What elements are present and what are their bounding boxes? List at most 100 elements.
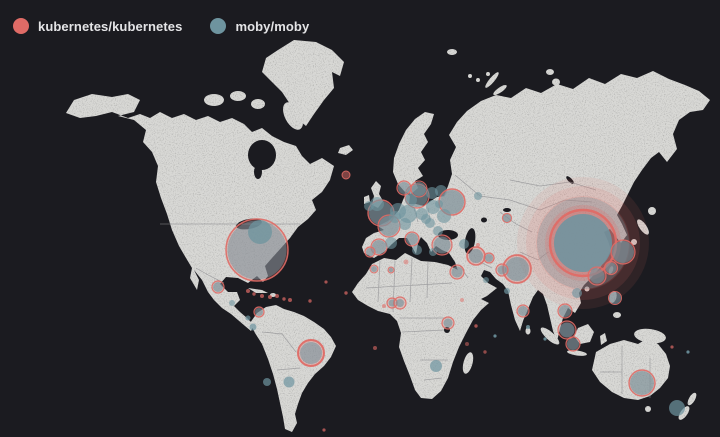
map-bubble-kubernetes[interactable]: [403, 259, 409, 265]
landmass-tasmania: [645, 406, 651, 412]
map-bubble-moby[interactable]: [589, 268, 605, 284]
map-bubble-moby[interactable]: [459, 239, 469, 249]
map-bubble-moby[interactable]: [543, 337, 547, 341]
map-bubble-kubernetes[interactable]: [483, 350, 487, 354]
map-bubble-moby[interactable]: [405, 194, 417, 206]
landmass-baffin: [283, 102, 303, 130]
map-bubble-kubernetes[interactable]: [373, 346, 377, 350]
map-bubble-moby[interactable]: [227, 220, 287, 280]
map-bubble-kubernetes[interactable]: [246, 289, 250, 293]
landmass-severnaya-zemlya: [546, 69, 554, 75]
map-bubble-moby[interactable]: [398, 182, 410, 194]
map-bubble-moby[interactable]: [229, 300, 235, 306]
map-bubble-moby[interactable]: [526, 325, 530, 329]
map-bubble-moby[interactable]: [372, 240, 386, 254]
map-bubble-moby[interactable]: [554, 214, 612, 272]
map-bubble-kubernetes[interactable]: [322, 428, 326, 432]
map-bubble-kubernetes[interactable]: [268, 295, 272, 299]
map-bubble-kubernetes[interactable]: [382, 304, 386, 308]
map-bubble-moby[interactable]: [451, 266, 463, 278]
landmass-new-zealand: [687, 392, 697, 406]
map-bubble-moby[interactable]: [518, 306, 528, 316]
map-bubble-moby[interactable]: [213, 282, 223, 292]
map-bubble-moby[interactable]: [371, 266, 377, 272]
landmass-novaya-zemlya: [493, 84, 507, 96]
map-bubble-moby[interactable]: [559, 305, 571, 317]
map-bubble-moby[interactable]: [399, 218, 411, 230]
landmass-greenland: [262, 40, 344, 126]
map-bubble-kubernetes[interactable]: [324, 280, 328, 284]
map-bubble-moby[interactable]: [559, 322, 575, 338]
map-bubble-moby[interactable]: [412, 182, 426, 196]
map-bubble-moby[interactable]: [469, 249, 483, 263]
map-bubble-moby[interactable]: [366, 248, 374, 256]
landmass-honshu: [637, 219, 649, 235]
landmass-new-zealand: [678, 406, 690, 420]
map-bubble-kubernetes[interactable]: [476, 243, 480, 247]
map-bubble-moby[interactable]: [485, 254, 493, 262]
map-bubble-moby[interactable]: [669, 400, 685, 416]
map-bubble-moby[interactable]: [493, 334, 497, 338]
bubble-layer[interactable]: [211, 170, 690, 432]
map-bubble-moby[interactable]: [497, 265, 507, 275]
landmass-novaya-zemlya: [485, 72, 499, 88]
map-bubble-kubernetes[interactable]: [260, 294, 264, 298]
map-bubble-moby[interactable]: [283, 376, 295, 388]
map-bubble-kubernetes[interactable]: [474, 324, 478, 328]
map-bubble-moby[interactable]: [630, 371, 654, 395]
landmass-new-guinea: [634, 328, 666, 344]
map-bubble-moby[interactable]: [412, 245, 422, 255]
map-bubble-moby[interactable]: [263, 378, 271, 386]
map-bubble-moby[interactable]: [612, 241, 634, 263]
map-bubble-moby[interactable]: [249, 323, 257, 331]
map-bubble-moby[interactable]: [483, 277, 489, 283]
map-bubble-moby[interactable]: [572, 288, 582, 298]
map-bubble-moby[interactable]: [686, 350, 690, 354]
map-bubble-moby[interactable]: [474, 192, 482, 200]
map-bubble-moby[interactable]: [433, 226, 443, 236]
map-bubble-moby[interactable]: [300, 342, 322, 364]
map-bubble-kubernetes[interactable]: [275, 294, 279, 298]
map-bubble-kubernetes[interactable]: [282, 297, 286, 301]
map-bubble-moby[interactable]: [605, 262, 617, 274]
map-bubble-kubernetes[interactable]: [288, 298, 292, 302]
map-bubble-moby[interactable]: [433, 236, 451, 254]
map-bubble-kubernetes[interactable]: [344, 291, 348, 295]
map-bubble-moby[interactable]: [504, 288, 510, 294]
map-bubble-kubernetes[interactable]: [670, 345, 674, 349]
map-bubble-kubernetes[interactable]: [465, 342, 469, 346]
legend-label-moby: moby/moby: [235, 18, 310, 34]
landmass-borneo: [574, 324, 594, 344]
landmass-africa: [352, 253, 489, 399]
map-bubble-moby[interactable]: [389, 211, 401, 223]
map-bubble-moby[interactable]: [429, 248, 437, 256]
map-bubble-moby[interactable]: [437, 209, 451, 223]
map-bubble-kubernetes[interactable]: [252, 292, 256, 296]
map-bubble-moby[interactable]: [505, 257, 529, 281]
map-bubble-moby[interactable]: [609, 292, 621, 304]
map-bubble-moby[interactable]: [245, 315, 251, 321]
map-bubble-moby[interactable]: [385, 237, 397, 249]
map-bubble-kubernetes[interactable]: [341, 170, 351, 180]
legend-item-kubernetes[interactable]: kubernetes/kubernetes: [13, 18, 182, 34]
map-bubble-moby[interactable]: [255, 308, 263, 316]
map-bubble-moby[interactable]: [440, 190, 464, 214]
map-bubble-moby[interactable]: [248, 220, 272, 244]
map-bubble-moby[interactable]: [567, 338, 579, 350]
map-bubble-moby[interactable]: [406, 233, 418, 245]
landmass-kyushu: [631, 239, 637, 245]
map-bubble-moby[interactable]: [430, 360, 442, 372]
map-bubble-moby[interactable]: [435, 200, 443, 208]
map-bubble-moby[interactable]: [396, 299, 404, 307]
map-bubble-moby[interactable]: [503, 214, 511, 222]
legend-label-kubernetes: kubernetes/kubernetes: [38, 18, 183, 34]
map-bubble-moby[interactable]: [425, 218, 435, 228]
map-bubble-moby[interactable]: [364, 201, 374, 211]
map-bubble-kubernetes[interactable]: [460, 298, 464, 302]
legend-item-moby[interactable]: moby/moby: [210, 18, 309, 34]
map-bubble-moby[interactable]: [443, 318, 453, 328]
landmass-madagascar: [462, 352, 474, 374]
map-bubble-moby[interactable]: [426, 187, 438, 199]
map-bubble-moby[interactable]: [388, 267, 394, 273]
map-bubble-kubernetes[interactable]: [308, 299, 312, 303]
